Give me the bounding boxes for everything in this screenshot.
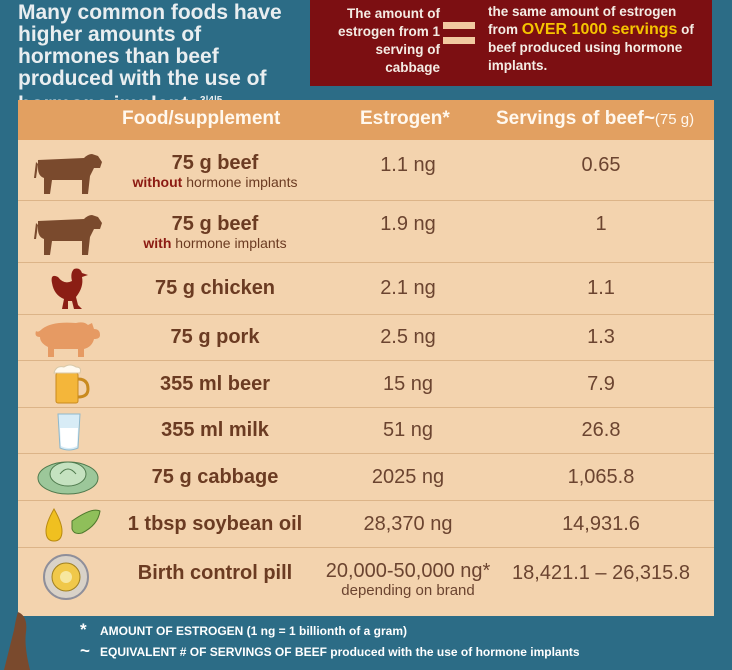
table-row: 75 g chicken 2.1 ng 1.1 — [18, 263, 714, 315]
callout-left-text: The amount of estrogen from 1 serving of… — [337, 6, 440, 75]
pill-pack-icon — [32, 552, 104, 607]
table-header: Food/supplement Estrogen* Servings of be… — [18, 100, 714, 140]
estrogen-table: Food/supplement Estrogen* Servings of be… — [18, 100, 714, 616]
footnote-text: EQUIVALENT # OF SERVINGS OF BEEF produce… — [100, 645, 580, 659]
food-subtext: without hormone implants — [112, 174, 318, 191]
table-row: 75 g cabbage 2025 ng 1,065.8 — [18, 454, 714, 501]
cow-icon — [32, 150, 104, 201]
food-name: 1 tbsp soybean oil — [127, 513, 303, 535]
tail-decoration — [4, 612, 30, 670]
footnotes: * AMOUNT OF ESTROGEN (1 ng = 1 billionth … — [80, 620, 580, 662]
food-name: 75 g beef — [171, 152, 259, 174]
food-name: 355 ml beer — [159, 373, 271, 395]
soybean-oil-icon — [32, 501, 104, 552]
table-row: 1 tbsp soybean oil 28,370 ng 14,931.6 — [18, 501, 714, 548]
servings-cell: 1.1 — [587, 277, 615, 299]
equals-icon — [443, 22, 475, 52]
food-name: Birth control pill — [137, 562, 293, 584]
pig-icon — [32, 317, 104, 364]
page-title: Many common foods have higher amounts of… — [18, 2, 308, 116]
estrogen-value: 20,000-50,000 ng* — [325, 560, 491, 582]
estrogen-cell: 1.1 ng — [380, 154, 436, 176]
header-servings-label: Servings of beef~ — [496, 108, 655, 129]
table-row: 75 g beef with hormone implants 1.9 ng 1 — [18, 201, 714, 263]
food-subtext: with hormone implants — [112, 235, 318, 252]
servings-cell: 0.65 — [581, 154, 621, 176]
estrogen-cell: 51 ng — [382, 419, 434, 441]
beer-mug-icon — [32, 363, 104, 410]
estrogen-cell: 2.5 ng — [380, 326, 436, 348]
estrogen-note: depending on brand — [341, 582, 475, 599]
food-cell: 75 g beef with hormone implants — [112, 213, 318, 252]
callout-right-text: the same amount of estrogen from OVER 10… — [488, 3, 708, 75]
estrogen-cell: 28,370 ng — [363, 513, 453, 535]
table-row: 75 g pork 2.5 ng 1.3 — [18, 315, 714, 361]
footnote-mark: * — [80, 620, 87, 639]
milk-glass-icon — [32, 410, 104, 457]
chicken-icon — [32, 265, 104, 318]
servings-cell: 18,421.1 – 26,315.8 — [512, 562, 690, 584]
header-estrogen: Estrogen* — [360, 108, 450, 129]
footnote-text: AMOUNT OF ESTROGEN (1 ng = 1 billionth o… — [100, 624, 408, 638]
estrogen-cell: 2.1 ng — [380, 277, 436, 299]
servings-cell: 14,931.6 — [562, 513, 640, 535]
table-row: 75 g beef without hormone implants 1.1 n… — [18, 140, 714, 201]
food-name: 75 g cabbage — [151, 466, 279, 488]
title-text: Many common foods have higher amounts of… — [18, 1, 282, 116]
footnote: * AMOUNT OF ESTROGEN (1 ng = 1 billionth … — [80, 620, 580, 641]
servings-cell: 7.9 — [587, 373, 615, 395]
callout-right-post: of beef produced using hormone implants. — [488, 22, 694, 73]
table-row: 355 ml beer 15 ng 7.9 — [18, 361, 714, 408]
header-servings-unit: (75 g) — [654, 111, 695, 128]
estrogen-cell: 2025 ng — [371, 466, 445, 488]
cabbage-icon — [32, 454, 104, 503]
estrogen-cell: 15 ng — [382, 373, 434, 395]
food-subtext-bold: without — [132, 174, 183, 190]
servings-cell: 1,065.8 — [567, 466, 635, 488]
servings-cell: 1 — [595, 213, 607, 235]
food-name: 355 ml milk — [161, 419, 269, 441]
food-subtext-rest: hormone implants — [186, 174, 298, 190]
cow-icon — [32, 211, 104, 262]
estrogen-cell: 20,000-50,000 ng* depending on brand — [314, 560, 502, 599]
callout-highlight: OVER 1000 servings — [521, 21, 678, 38]
table-row: 355 ml milk 51 ng 26.8 — [18, 408, 714, 454]
table-row: Birth control pill 20,000-50,000 ng* dep… — [18, 548, 714, 616]
food-name: 75 g pork — [170, 326, 260, 348]
food-subtext-rest: hormone implants — [175, 235, 287, 251]
food-subtext-bold: with — [143, 235, 172, 251]
header-servings: Servings of beef~(75 g) — [496, 108, 694, 130]
footnote-mark: ~ — [80, 641, 90, 660]
servings-cell: 1.3 — [587, 326, 615, 348]
callout-right-pre: the same amount of estrogen from — [488, 4, 677, 37]
cabbage-callout: The amount of estrogen from 1 serving of… — [310, 0, 712, 86]
estrogen-cell: 1.9 ng — [380, 213, 436, 235]
food-name: 75 g beef — [171, 213, 259, 235]
footnote: ~ EQUIVALENT # OF SERVINGS OF BEEF produc… — [80, 641, 580, 662]
servings-cell: 26.8 — [581, 419, 621, 441]
header-food: Food/supplement — [122, 108, 281, 129]
food-cell: 75 g beef without hormone implants — [112, 152, 318, 191]
food-name: 75 g chicken — [154, 277, 276, 299]
